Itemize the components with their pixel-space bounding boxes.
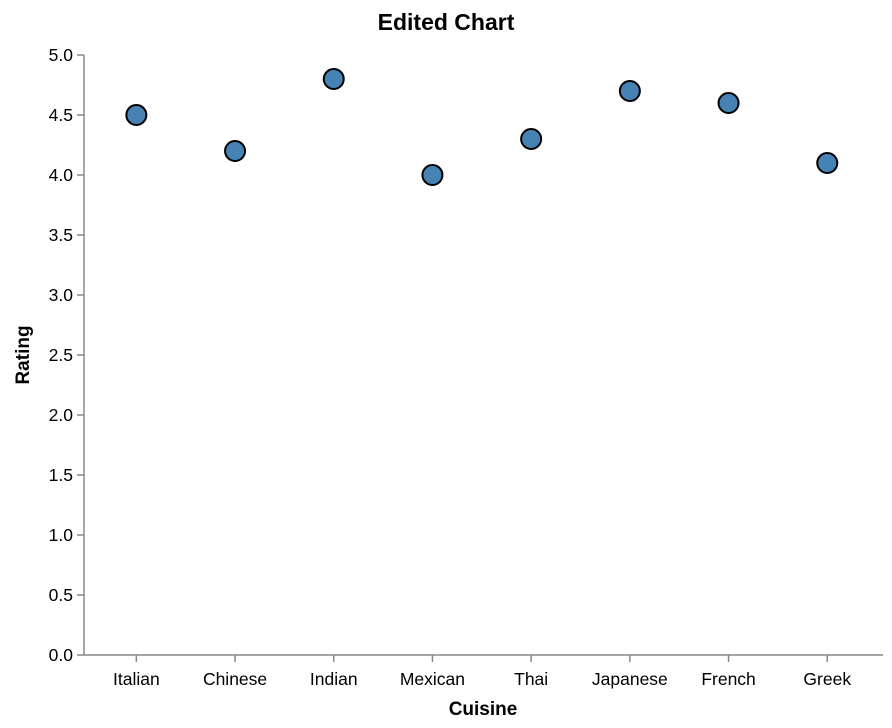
x-tick-label: Greek [803,669,851,689]
data-point-chinese[interactable] [224,140,247,162]
x-axis: Italian Chinese Indian Mexican Thai Japanese F… [84,654,883,689]
y-tick-label: 5.0 [49,45,74,65]
data-point-thai[interactable] [520,128,543,150]
y-axis: 0.0 0.5 1.0 1.5 2.0 2.5 3.0 3.5 4.0 4.5 5.0 [49,45,85,665]
data-point-french[interactable] [717,92,740,114]
data-points [125,68,839,186]
y-axis-title: Rating [13,325,34,384]
x-tick-label: Chinese [203,669,267,689]
x-tick-label: Mexican [400,669,465,689]
y-tick-label: 2.0 [49,405,74,425]
y-tick-label: 0.0 [49,645,74,665]
data-point-italian[interactable] [125,104,148,126]
x-tick-label: Japanese [592,669,668,689]
data-point-indian[interactable] [322,68,345,90]
y-tick-label: 1.0 [49,525,74,545]
y-tick-label: 2.5 [49,345,73,365]
y-tick-label: 0.5 [49,585,73,605]
y-tick-label: 1.5 [49,465,73,485]
data-point-mexican[interactable] [421,164,444,186]
x-axis-title: Cuisine [449,699,518,720]
data-point-japanese[interactable] [618,80,641,102]
x-tick-label: Indian [310,669,358,689]
y-tick-label: 4.0 [49,165,74,185]
x-tick-label: Italian [113,669,160,689]
chart-title: Edited Chart [378,9,515,35]
x-tick-label: French [701,669,755,689]
y-tick-label: 3.5 [49,225,73,245]
y-tick-label: 3.0 [49,285,74,305]
data-point-greek[interactable] [816,152,839,174]
x-tick-label: Thai [514,669,548,689]
y-tick-label: 4.5 [49,105,73,125]
